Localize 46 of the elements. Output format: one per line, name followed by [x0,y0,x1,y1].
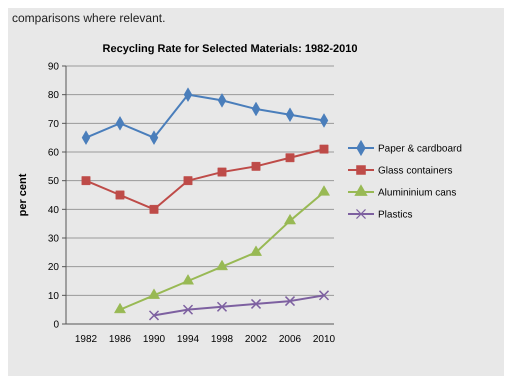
y-tick-label: 40 [48,204,60,216]
point [250,298,262,310]
point [114,302,126,314]
y-tick-label: 60 [48,148,60,158]
x-tick-label: 1994 [176,334,200,345]
chart-title: Recycling Rate for Selected Materials: 1982-2010 [102,43,358,55]
point [216,302,228,312]
point [318,185,330,196]
point [148,310,160,321]
y-tick-label: 70 [48,118,60,130]
point [182,274,194,285]
y-tick-label: 20 [48,262,60,274]
point [184,176,192,186]
legend-label: Glass containers [378,166,452,176]
point [150,204,158,214]
x-tick-label: 2006 [278,334,302,345]
x-tick-label: 1998 [210,334,234,345]
x-tick-label: 1986 [108,334,132,345]
y-tick-label: 10 [48,290,60,302]
text: comparisons where relevant. [12,11,166,25]
point [284,214,296,224]
point [148,288,160,299]
point [250,246,262,256]
y-tick-label: 50 [48,176,60,188]
y-tick-label: 30 [48,234,60,244]
legend-label: Alumininium cans [378,188,456,198]
y-tick-label: 90 [48,62,60,72]
y-tick-label: 80 [48,90,60,102]
point [286,153,294,162]
point [218,168,226,176]
y-tick-label: 0 [53,320,60,330]
legend-label: Paper & cardboard [378,144,462,154]
x-tick-label: 2002 [244,334,268,345]
point [320,144,328,154]
point [216,260,228,270]
point [284,296,296,306]
point [82,176,90,186]
point [116,190,124,200]
point [252,162,260,171]
legend-label: Plastics [378,210,412,220]
point [318,290,330,301]
point [182,304,194,315]
y-axis-title: per cent [17,173,29,216]
x-tick-label: 1990 [142,334,166,345]
x-tick-label: 1982 [74,334,98,345]
x-tick-label: 2010 [312,334,336,345]
